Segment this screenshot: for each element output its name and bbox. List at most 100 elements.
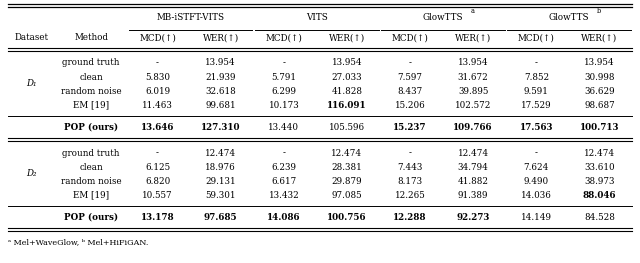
- Text: WER(↑): WER(↑): [203, 33, 239, 43]
- Text: 88.046: 88.046: [582, 190, 616, 200]
- Text: 91.389: 91.389: [458, 190, 488, 200]
- Text: 100.713: 100.713: [580, 123, 619, 132]
- Text: a: a: [471, 7, 475, 15]
- Text: MCD(↑): MCD(↑): [518, 33, 555, 43]
- Text: 11.463: 11.463: [142, 100, 173, 109]
- Text: WER(↑): WER(↑): [581, 33, 618, 43]
- Text: 39.895: 39.895: [458, 87, 488, 95]
- Text: -: -: [156, 149, 159, 158]
- Text: 7.597: 7.597: [397, 73, 422, 82]
- Text: ground truth: ground truth: [63, 58, 120, 68]
- Text: 9.490: 9.490: [524, 176, 549, 185]
- Text: EM [19]: EM [19]: [73, 190, 109, 200]
- Text: -: -: [535, 149, 538, 158]
- Text: 5.830: 5.830: [145, 73, 170, 82]
- Text: 6.820: 6.820: [145, 176, 170, 185]
- Text: 13.954: 13.954: [584, 58, 615, 68]
- Text: 12.288: 12.288: [394, 213, 427, 221]
- Text: 102.572: 102.572: [455, 100, 492, 109]
- Text: D₂: D₂: [26, 169, 36, 179]
- Text: ground truth: ground truth: [63, 149, 120, 158]
- Text: MCD(↑): MCD(↑): [392, 33, 429, 43]
- Text: 13.440: 13.440: [268, 123, 300, 132]
- Text: 127.310: 127.310: [201, 123, 241, 132]
- Text: 5.791: 5.791: [271, 73, 296, 82]
- Text: 98.687: 98.687: [584, 100, 615, 109]
- Text: 116.091: 116.091: [327, 100, 367, 109]
- Text: MCD(↑): MCD(↑): [139, 33, 176, 43]
- Text: -: -: [408, 58, 412, 68]
- Text: 12.474: 12.474: [332, 149, 362, 158]
- Text: clean: clean: [79, 73, 103, 82]
- Text: 100.756: 100.756: [327, 213, 367, 221]
- Text: 14.086: 14.086: [267, 213, 301, 221]
- Text: Dataset: Dataset: [14, 33, 49, 43]
- Text: 21.939: 21.939: [205, 73, 236, 82]
- Text: -: -: [408, 149, 412, 158]
- Text: 9.591: 9.591: [524, 87, 548, 95]
- Text: 97.685: 97.685: [204, 213, 237, 221]
- Text: 109.766: 109.766: [454, 123, 493, 132]
- Text: 8.173: 8.173: [397, 176, 422, 185]
- Text: 36.629: 36.629: [584, 87, 615, 95]
- Text: 13.954: 13.954: [458, 58, 488, 68]
- Text: 97.085: 97.085: [332, 190, 362, 200]
- Text: 92.273: 92.273: [456, 213, 490, 221]
- Text: 12.265: 12.265: [395, 190, 426, 200]
- Text: random noise: random noise: [61, 87, 122, 95]
- Text: 17.563: 17.563: [520, 123, 553, 132]
- Text: 28.381: 28.381: [332, 163, 362, 171]
- Text: 13.432: 13.432: [268, 190, 300, 200]
- Text: 99.681: 99.681: [205, 100, 236, 109]
- Text: 13.178: 13.178: [141, 213, 175, 221]
- Text: 29.131: 29.131: [205, 176, 236, 185]
- Text: GlowTTS: GlowTTS: [422, 13, 463, 22]
- Text: -: -: [282, 58, 285, 68]
- Text: 12.474: 12.474: [458, 149, 489, 158]
- Text: 27.033: 27.033: [332, 73, 362, 82]
- Text: clean: clean: [79, 163, 103, 171]
- Text: 12.474: 12.474: [584, 149, 615, 158]
- Text: 12.474: 12.474: [205, 149, 236, 158]
- Text: 7.443: 7.443: [397, 163, 423, 171]
- Text: 59.301: 59.301: [205, 190, 236, 200]
- Text: 32.618: 32.618: [205, 87, 236, 95]
- Text: 10.557: 10.557: [142, 190, 173, 200]
- Text: -: -: [156, 58, 159, 68]
- Text: 41.828: 41.828: [332, 87, 362, 95]
- Text: 84.528: 84.528: [584, 213, 615, 221]
- Text: 7.852: 7.852: [524, 73, 549, 82]
- Text: 14.149: 14.149: [521, 213, 552, 221]
- Text: 13.954: 13.954: [332, 58, 362, 68]
- Text: Method: Method: [74, 33, 108, 43]
- Text: -: -: [282, 149, 285, 158]
- Text: MB-iSTFT-VITS: MB-iSTFT-VITS: [156, 13, 225, 22]
- Text: 6.239: 6.239: [271, 163, 296, 171]
- Text: MCD(↑): MCD(↑): [266, 33, 302, 43]
- Text: 29.879: 29.879: [332, 176, 362, 185]
- Text: 13.954: 13.954: [205, 58, 236, 68]
- Text: 30.998: 30.998: [584, 73, 614, 82]
- Text: 7.624: 7.624: [524, 163, 549, 171]
- Text: 10.173: 10.173: [268, 100, 300, 109]
- Text: 6.125: 6.125: [145, 163, 170, 171]
- Text: 15.206: 15.206: [395, 100, 426, 109]
- Text: 17.529: 17.529: [521, 100, 552, 109]
- Text: 41.882: 41.882: [458, 176, 489, 185]
- Text: WER(↑): WER(↑): [455, 33, 492, 43]
- Text: 6.617: 6.617: [271, 176, 296, 185]
- Text: VITS: VITS: [306, 13, 328, 22]
- Text: 8.437: 8.437: [397, 87, 422, 95]
- Text: 6.019: 6.019: [145, 87, 170, 95]
- Text: random noise: random noise: [61, 176, 122, 185]
- Text: b: b: [597, 7, 602, 15]
- Text: POP (ours): POP (ours): [64, 213, 118, 221]
- Text: 105.596: 105.596: [329, 123, 365, 132]
- Text: 31.672: 31.672: [458, 73, 488, 82]
- Text: D₁: D₁: [26, 79, 36, 89]
- Text: 13.646: 13.646: [141, 123, 174, 132]
- Text: 14.036: 14.036: [521, 190, 552, 200]
- Text: EM [19]: EM [19]: [73, 100, 109, 109]
- Text: 38.973: 38.973: [584, 176, 614, 185]
- Text: 18.976: 18.976: [205, 163, 236, 171]
